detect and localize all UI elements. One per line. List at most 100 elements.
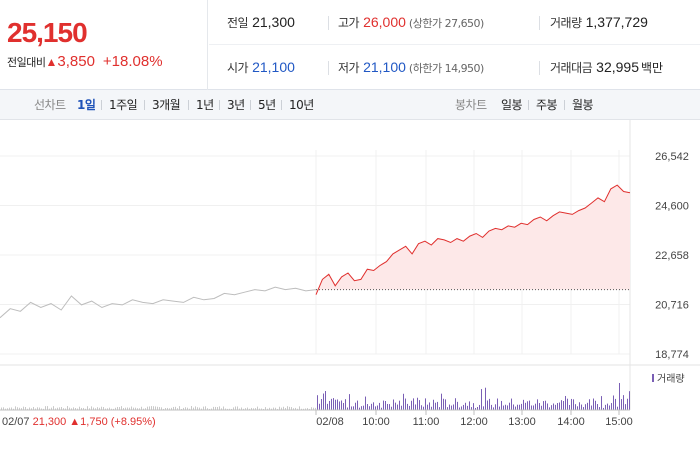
- tab-candle-daily[interactable]: 일봉: [501, 98, 523, 112]
- tab-period-3y[interactable]: 3년: [227, 98, 245, 112]
- volume-bar: [65, 408, 66, 410]
- volume-bar: [241, 407, 242, 410]
- divider: [539, 61, 540, 75]
- divider: [564, 100, 565, 110]
- volume-bar: [407, 403, 408, 410]
- stat-prev-close: 전일 21,300: [227, 0, 295, 45]
- tab-candle-monthly[interactable]: 월봉: [572, 98, 594, 112]
- tab-period-3m[interactable]: 3개월: [152, 98, 181, 112]
- volume-bar: [161, 407, 162, 410]
- volume-bar: [299, 406, 300, 410]
- volume-bar: [367, 404, 368, 410]
- volume-bar: [237, 406, 238, 410]
- volume-bar: [323, 393, 324, 410]
- volume-bar: [217, 407, 218, 410]
- volume-bar: [245, 408, 246, 410]
- volume-bar: [531, 405, 532, 410]
- volume-bar: [501, 400, 502, 410]
- volume-bar: [483, 406, 484, 410]
- tab-period-1d[interactable]: 1일: [77, 98, 96, 112]
- volume-bar: [11, 407, 12, 410]
- volume-bar: [227, 408, 228, 410]
- volume-bar: [391, 406, 392, 410]
- volume-bar: [273, 407, 274, 410]
- volume-bar: [97, 407, 98, 410]
- volume-bar: [211, 408, 212, 410]
- volume-bar: [415, 404, 416, 410]
- volume-bar: [325, 391, 326, 410]
- volume-bar: [517, 404, 518, 410]
- volume-bar: [447, 407, 448, 410]
- volume-bar: [493, 407, 494, 410]
- stat-value: 21,100: [252, 59, 295, 75]
- volume-bar: [251, 407, 252, 410]
- volume-bar: [589, 399, 590, 410]
- volume-bar: [539, 403, 540, 410]
- volume-bar: [511, 398, 512, 410]
- volume-bar: [187, 407, 188, 410]
- x-tick-label: 02/08: [316, 416, 344, 428]
- volume-bar: [435, 402, 436, 410]
- volume-bar: [41, 408, 42, 410]
- volume-bar: [147, 406, 148, 410]
- x-axis: 02/08 10:00 11:00 12:00 13:00 14:00 15:00 02/07…: [0, 409, 633, 428]
- volume-bar: [583, 407, 584, 410]
- volume-bar: [613, 395, 614, 410]
- price-chart[interactable]: 26,542 24,600 22,658 20,716 18,774 거래량 02/08…: [0, 120, 700, 450]
- volume-bar: [503, 405, 504, 410]
- volume-bar: [139, 408, 140, 410]
- volume-bar: [267, 408, 268, 410]
- tab-period-10y[interactable]: 10년: [289, 98, 314, 112]
- divider: [101, 100, 102, 110]
- volume-bar: [271, 408, 272, 410]
- volume-bar: [573, 399, 574, 410]
- tab-candle-weekly[interactable]: 주봉: [536, 98, 558, 112]
- volume-bar: [319, 403, 320, 410]
- volume-bar: [247, 407, 248, 410]
- volume-bar: [313, 407, 314, 410]
- volume-bar: [155, 406, 156, 410]
- stat-label: 저가: [338, 61, 360, 75]
- stats-row-1: 전일 21,300 고가 26,000 (상한가 27,650) 거래량 1,377,7…: [209, 0, 700, 45]
- volume-bar: [69, 407, 70, 410]
- volume-bar: [9, 407, 10, 410]
- volume-bar: [361, 406, 362, 410]
- current-price: 25,150: [7, 17, 88, 48]
- volume-bar: [153, 406, 154, 410]
- stat-low: 저가 21,100 (하한가 14,950): [338, 45, 484, 90]
- tab-period-1w[interactable]: 1주일: [109, 98, 138, 112]
- x-tick-label: 13:00: [508, 416, 536, 428]
- volume-bar: [307, 408, 308, 410]
- volume-bar: [105, 408, 106, 410]
- volume-bar: [597, 404, 598, 410]
- volume-bar: [91, 406, 92, 410]
- volume-bar: [479, 404, 480, 410]
- volume-bar: [275, 407, 276, 410]
- volume-bar: [301, 408, 302, 410]
- stat-volume: 거래량 1,377,729: [550, 0, 648, 45]
- tab-period-1y[interactable]: 1년: [196, 98, 214, 112]
- y-tick-label: 24,600: [655, 201, 689, 213]
- volume-bar: [575, 404, 576, 410]
- volume-legend-label: 거래량: [657, 373, 685, 385]
- volume-bar: [569, 404, 570, 410]
- volume-bar: [121, 406, 122, 410]
- volume-bar: [107, 408, 108, 410]
- volume-bar: [349, 394, 350, 410]
- volume-bar: [343, 402, 344, 410]
- volume-bar: [93, 407, 94, 410]
- volume-bar: [49, 408, 50, 410]
- volume-bar: [311, 407, 312, 410]
- volume-bar: [395, 402, 396, 410]
- volume-bar: [453, 404, 454, 410]
- volume-bar: [37, 407, 38, 410]
- volume-bar: [85, 408, 86, 410]
- volume-bar: [383, 400, 384, 410]
- volume-bar: [285, 407, 286, 410]
- volume-bar: [297, 408, 298, 410]
- volume-bar: [129, 407, 130, 410]
- volume-bar: [287, 406, 288, 410]
- volume-bar: [389, 404, 390, 410]
- volume-bar: [289, 406, 290, 410]
- tab-period-5y[interactable]: 5년: [258, 98, 276, 112]
